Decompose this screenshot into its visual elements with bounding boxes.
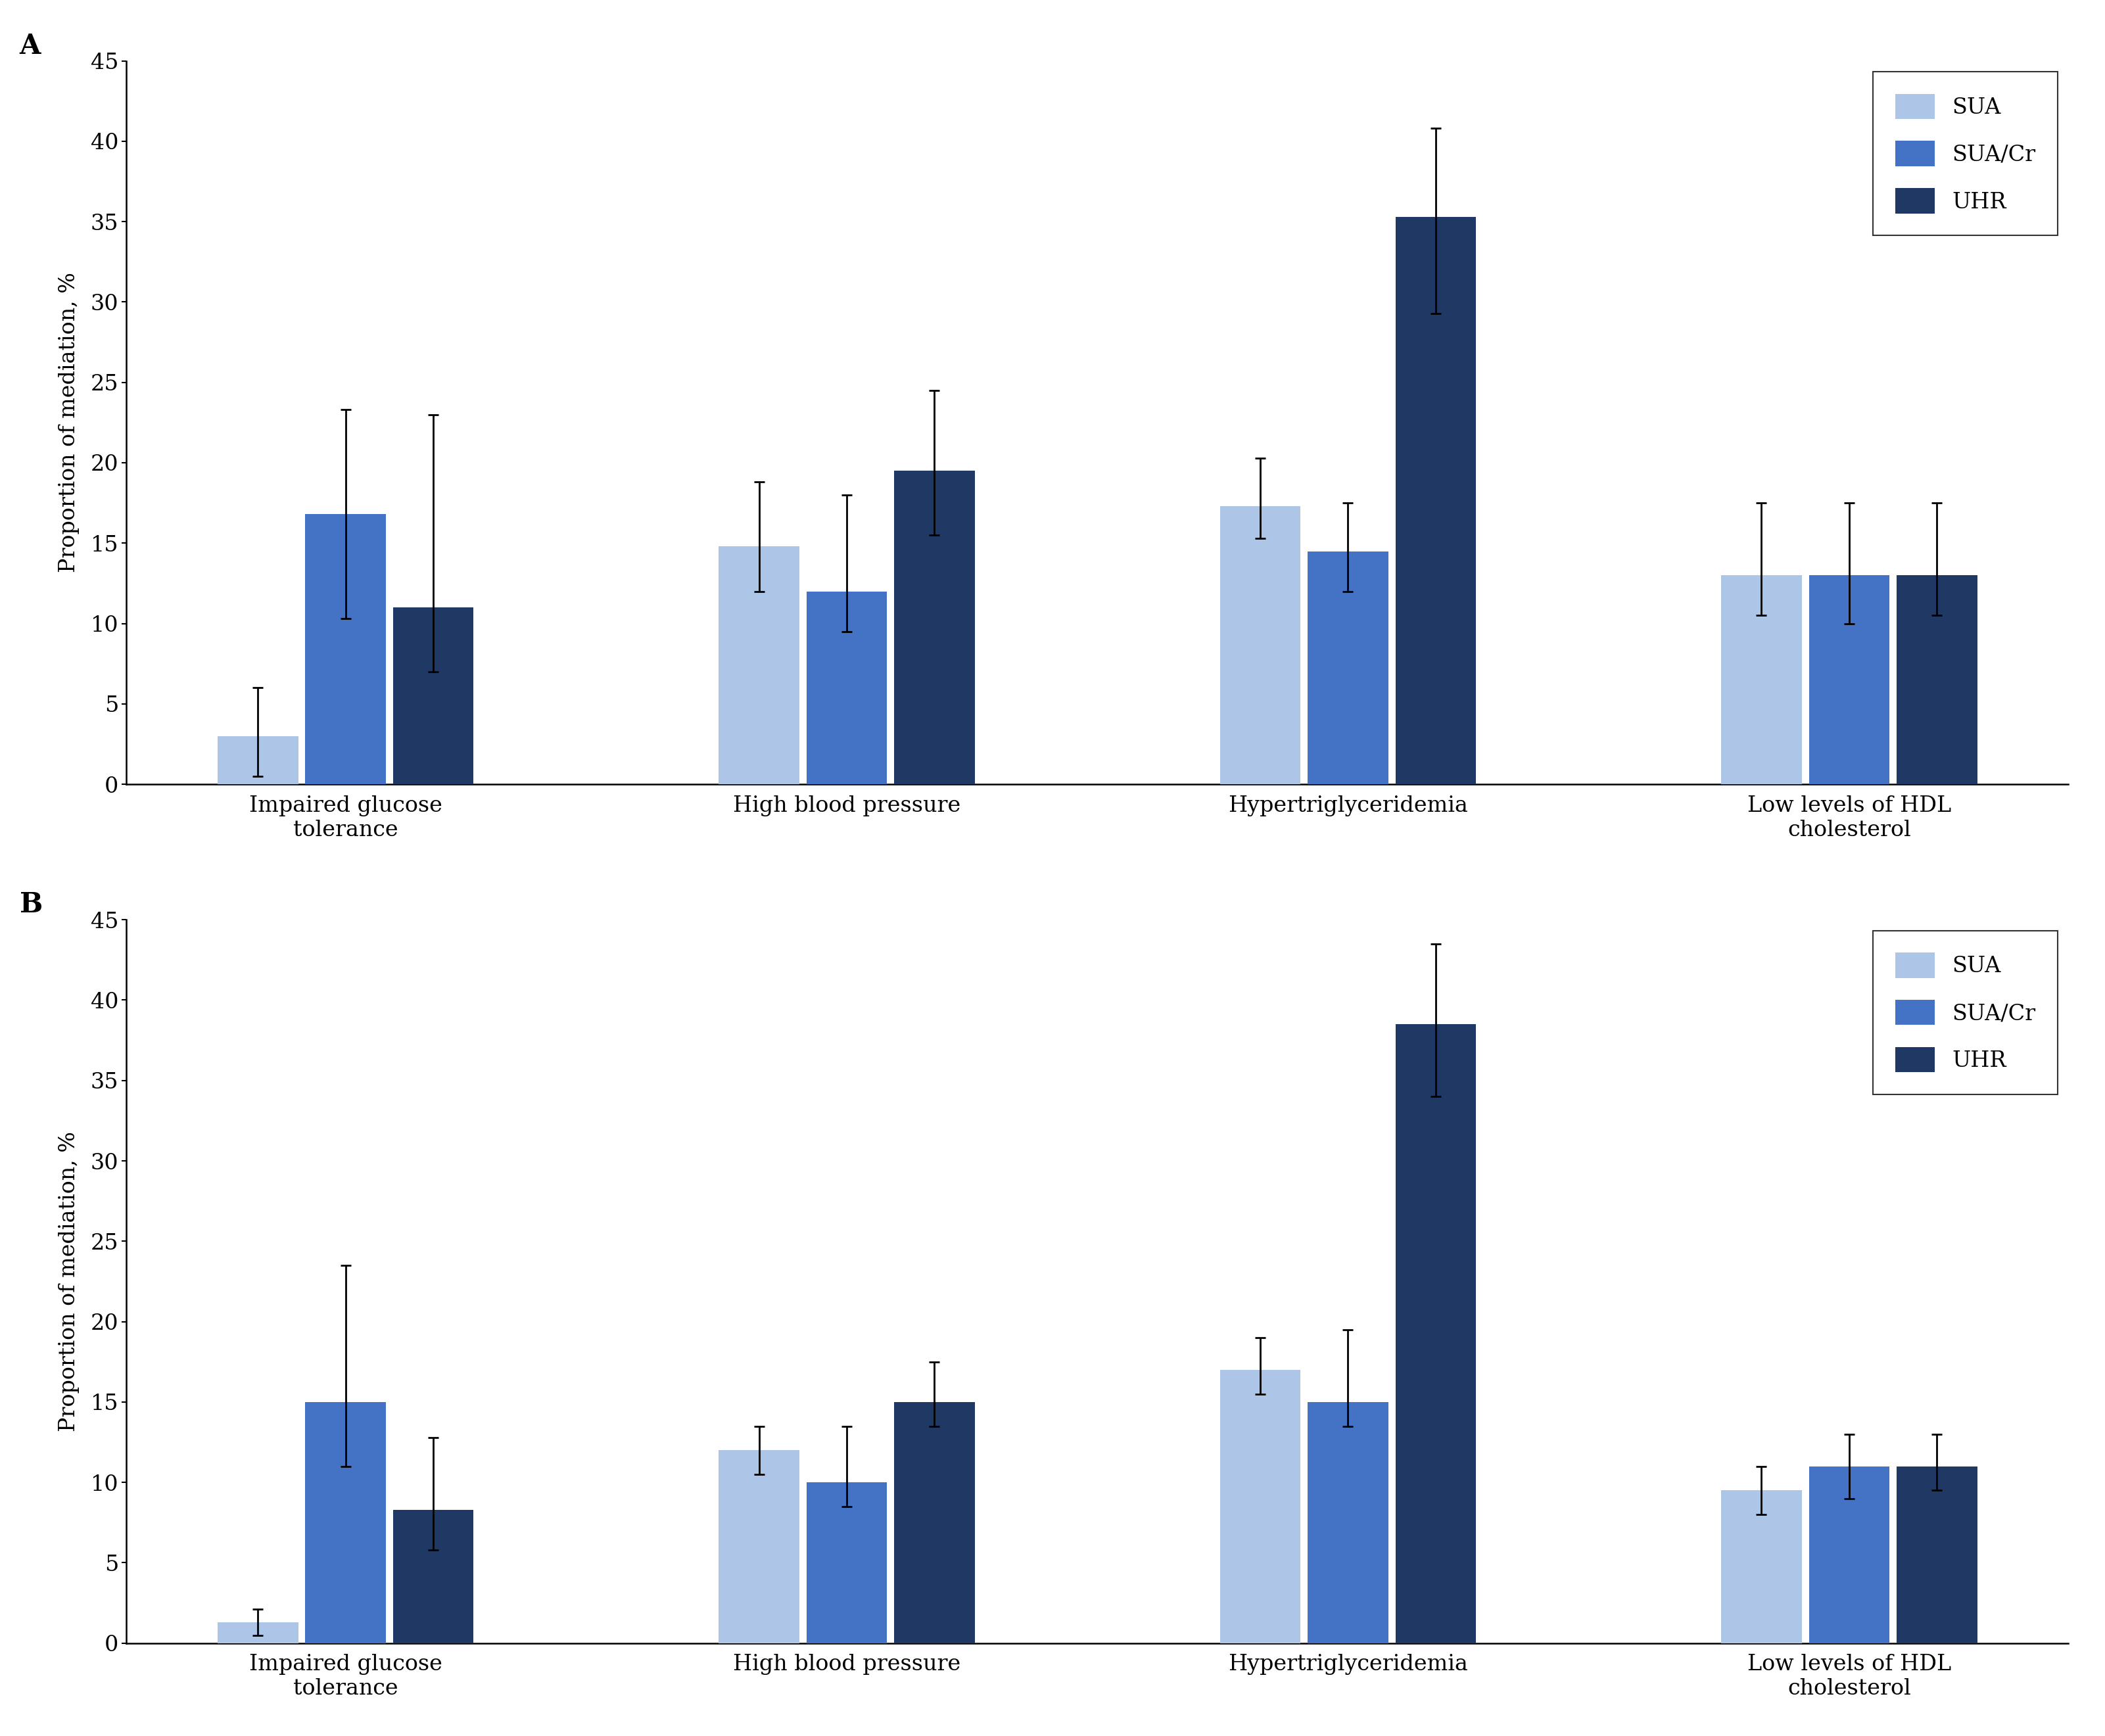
Bar [895, 470, 975, 785]
Bar [394, 608, 474, 785]
Bar [1722, 1491, 1802, 1644]
Bar [1221, 1370, 1301, 1644]
Legend: SUA, SUA/Cr, UHR: SUA, SUA/Cr, UHR [1873, 71, 2057, 236]
Bar [1722, 575, 1802, 785]
Bar [394, 1510, 474, 1644]
Y-axis label: Proportion of mediation, %: Proportion of mediation, % [59, 273, 80, 573]
Bar [806, 1483, 886, 1644]
Bar [1221, 507, 1301, 785]
Bar [718, 1450, 800, 1644]
Bar [305, 1403, 385, 1644]
Bar [1808, 575, 1890, 785]
Bar [1897, 1467, 1977, 1644]
Bar [1396, 217, 1476, 785]
Bar [1808, 1467, 1890, 1644]
Text: B: B [19, 891, 42, 918]
Legend: SUA, SUA/Cr, UHR: SUA, SUA/Cr, UHR [1873, 930, 2057, 1094]
Bar [806, 592, 886, 785]
Text: A: A [19, 31, 40, 59]
Bar [305, 514, 385, 785]
Bar [217, 736, 299, 785]
Bar [1307, 1403, 1389, 1644]
Bar [217, 1621, 299, 1644]
Bar [895, 1403, 975, 1644]
Bar [718, 547, 800, 785]
Bar [1307, 550, 1389, 785]
Bar [1897, 575, 1977, 785]
Y-axis label: Proportion of mediation, %: Proportion of mediation, % [59, 1132, 80, 1432]
Bar [1396, 1024, 1476, 1644]
